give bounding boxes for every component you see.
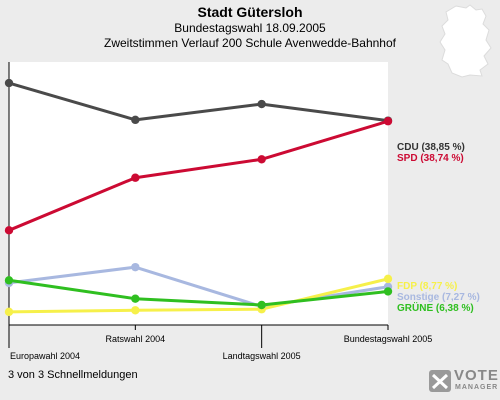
data-point-fdp <box>131 306 140 315</box>
series-labels: CDU (38,85 %)SPD (38,74 %) FDP (8,77 %)So… <box>397 142 480 314</box>
logo-word: VOTE <box>454 367 499 384</box>
data-point-cdu <box>4 78 14 88</box>
x-tick-label: Landtagswahl 2005 <box>223 351 301 361</box>
data-point-grüne <box>4 276 14 285</box>
x-tick-label: Ratswahl 2004 <box>106 334 166 344</box>
series-label-fdp: FDP (8,77 %) <box>397 281 457 292</box>
data-point-spd <box>257 155 266 164</box>
chart-header: Stadt Gütersloh Bundestagswahl 18.09.200… <box>0 4 500 51</box>
series-label-cdu: CDU (38,85 %) <box>397 142 465 153</box>
series-lines <box>8 81 389 314</box>
data-point-spd <box>383 117 393 126</box>
vote-manager-logo-icon <box>429 370 451 392</box>
data-point-grüne <box>257 300 266 310</box>
x-tick-label: Europawahl 2004 <box>10 351 80 361</box>
chart-subtitle-detail: Zweitstimmen Verlauf 200 Schule Avenwedd… <box>104 36 396 50</box>
series-label-spd: SPD (38,74 %) <box>397 153 464 164</box>
data-point-sonstige <box>131 262 140 272</box>
data-point-cdu <box>131 115 140 125</box>
chart-title: Stadt Gütersloh <box>197 4 303 20</box>
data-point-fdp <box>4 307 14 317</box>
series-line-spd <box>8 119 389 232</box>
series-line-sonstige <box>8 265 389 309</box>
series-line-grüne <box>8 278 389 307</box>
x-tick-label: Bundestagswahl 2005 <box>344 334 433 344</box>
series-label-grüne: GRÜNE (6,38 %) <box>397 301 474 314</box>
series-line-cdu <box>8 81 389 123</box>
data-point-spd <box>131 173 140 182</box>
chart-subtitle: Bundestagswahl 18.09.2005 <box>174 21 326 35</box>
series-points <box>4 78 393 317</box>
series-label-sonstige: Sonstige (7,27 %) <box>397 292 480 303</box>
series-line-fdp <box>8 277 389 314</box>
vote-manager-logo: VOTE MANAGER <box>428 364 498 398</box>
germany-map-icon <box>439 4 492 78</box>
data-point-grüne <box>383 287 393 296</box>
plot-area <box>9 62 388 325</box>
data-point-cdu <box>257 99 266 109</box>
category-labels: Europawahl 2004 Ratswahl 2004 Landtagswahl… <box>8 325 433 361</box>
chart-axes <box>8 62 388 326</box>
footer-note: 3 von 3 Schnellmeldungen <box>8 369 138 381</box>
data-point-grüne <box>131 294 140 303</box>
logo-subword: MANAGER <box>455 384 499 391</box>
data-point-spd <box>4 226 14 235</box>
data-point-fdp <box>383 274 393 284</box>
